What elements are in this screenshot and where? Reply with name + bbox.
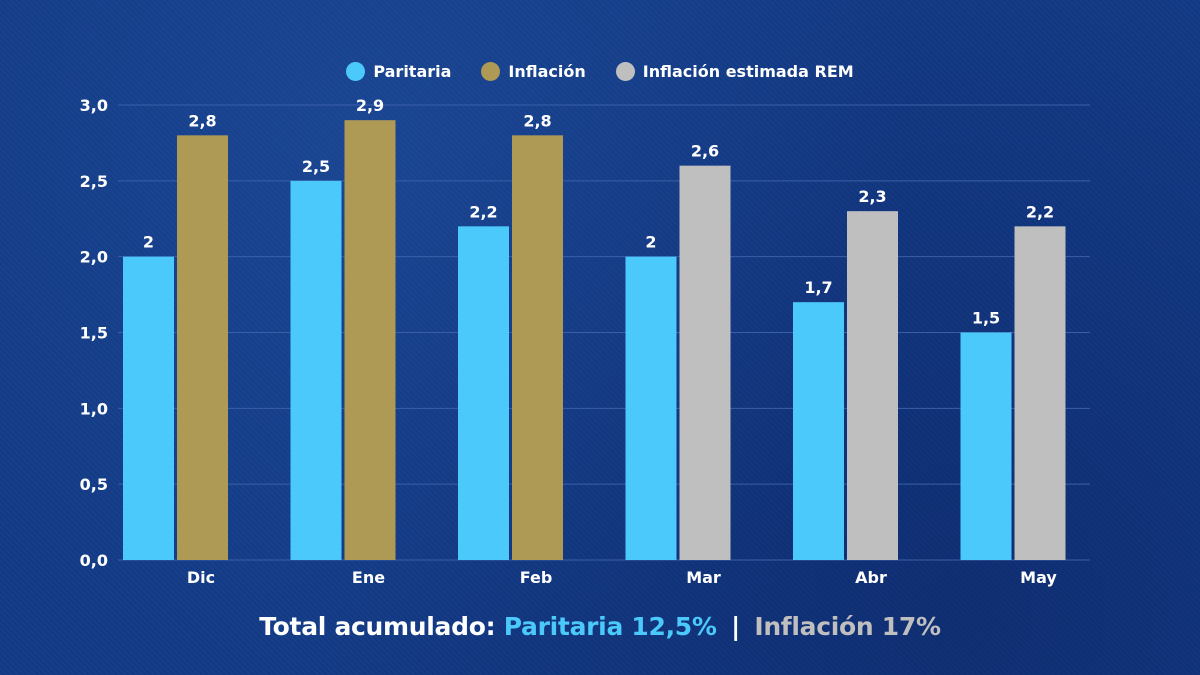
legend-label-inflacion-rem: Inflación estimada REM [642,62,854,81]
legend-swatch-paritaria [346,62,366,81]
data-label: 1,5 [972,309,1000,328]
bar [960,332,1012,560]
y-tick-label: 2,5 [80,172,108,191]
data-label: 2,6 [691,142,719,161]
y-tick-label: 1,0 [80,399,108,418]
data-label: 2,8 [523,111,551,130]
data-label: 2,8 [188,111,216,130]
data-label: 2 [143,233,154,252]
data-label: 2,9 [356,96,384,115]
y-tick-label: 3,0 [80,96,108,115]
legend-swatch-inflacion [481,62,501,81]
y-tick-label: 0,0 [80,551,108,570]
x-tick-label: Abr [855,568,887,587]
x-tick-label: Ene [352,568,385,587]
data-label: 1,7 [804,278,832,297]
bar [1014,226,1066,561]
legend-item-inflacion-rem: Inflación estimada REM [615,62,854,81]
y-tick-label: 0,5 [80,475,108,494]
x-tick-label: Dic [187,568,215,587]
footer-inflacion-total: Inflación 17% [754,612,941,641]
bar [847,211,898,560]
legend-swatch-inflacion-rem [615,62,635,81]
chart-legend: Paritaria Inflación Inflación estimada R… [0,62,1200,81]
legend-item-paritaria: Paritaria [346,62,451,81]
bar [344,120,396,561]
x-tick-label: Mar [686,568,721,587]
footer-separator: | [731,612,740,641]
data-label: 2,2 [1026,202,1054,221]
footer-prefix: Total acumulado: [259,612,496,641]
x-tick-label: May [1020,568,1057,587]
y-tick-label: 1,5 [80,324,108,343]
data-label: 2,5 [302,157,330,176]
data-label: 2,3 [858,187,886,206]
bar [512,135,563,561]
bar [793,302,844,560]
legend-item-inflacion: Inflación [481,62,586,81]
footer-summary: Total acumulado: Paritaria 12,5% | Infla… [0,612,1200,641]
bar [177,135,228,561]
legend-label-paritaria: Paritaria [373,62,452,81]
x-tick-label: Feb [520,568,553,587]
data-label: 2,2 [469,202,497,221]
footer-paritaria-total: Paritaria 12,5% [503,612,717,641]
legend-label-inflacion: Inflación [508,62,586,81]
bar [625,256,677,560]
bar [123,256,174,560]
bar [290,180,342,561]
y-tick-label: 2,0 [80,248,108,267]
bar [679,165,731,560]
data-label: 2 [645,233,656,252]
bar [458,226,509,561]
